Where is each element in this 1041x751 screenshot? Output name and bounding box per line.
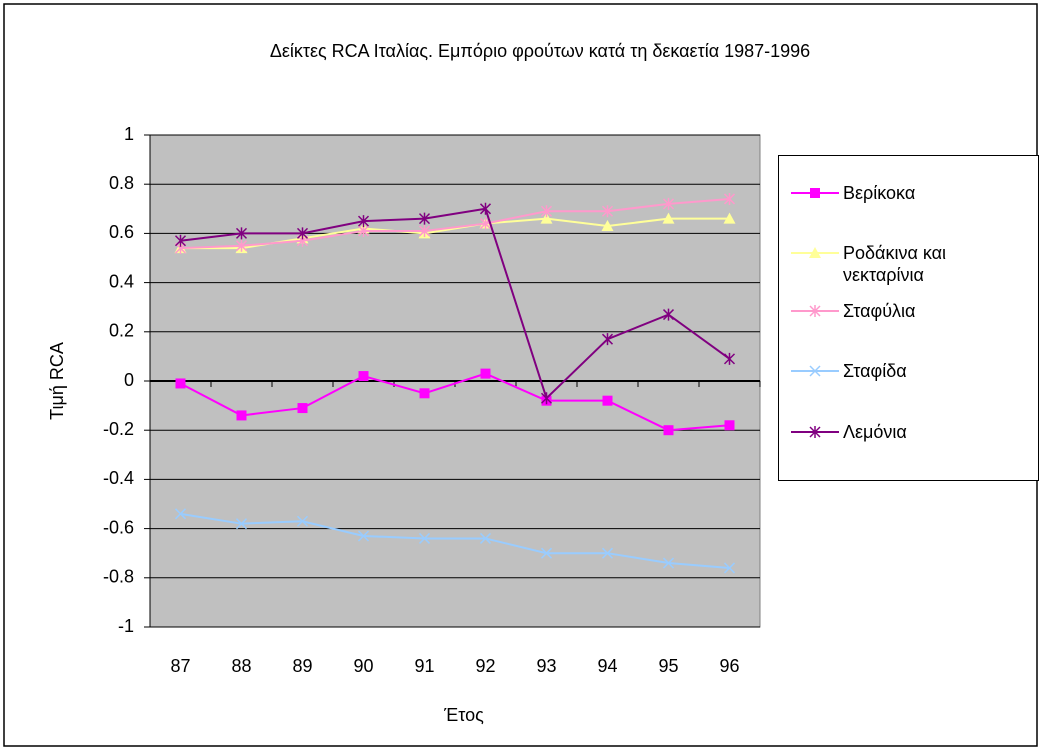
marker bbox=[601, 220, 614, 232]
series-line bbox=[180, 197, 730, 250]
marker bbox=[358, 371, 369, 382]
legend: Βερίκοκα Ροδάκινα και νεκταρίνια Σταφύλια Σ… bbox=[778, 155, 1039, 481]
y-tick-label: 0.2 bbox=[109, 321, 134, 341]
marker bbox=[419, 388, 430, 399]
marker bbox=[723, 562, 736, 574]
x-tick-label: 95 bbox=[658, 656, 678, 676]
marker bbox=[601, 333, 614, 346]
marker bbox=[480, 368, 491, 379]
series-line bbox=[180, 512, 730, 569]
marker bbox=[297, 403, 308, 414]
marker bbox=[662, 308, 675, 321]
marker bbox=[296, 227, 309, 240]
x-axis-title: Έτος bbox=[443, 705, 484, 725]
marker bbox=[174, 234, 187, 247]
marker bbox=[235, 518, 248, 530]
marker bbox=[235, 239, 248, 252]
series-line bbox=[180, 372, 730, 432]
x-tick-label: 94 bbox=[597, 656, 617, 676]
legend-label: Ροδάκινα και νεκταρίνια bbox=[843, 243, 947, 285]
y-tick-label: 0.8 bbox=[109, 173, 134, 193]
marker bbox=[479, 532, 492, 544]
y-tick-label: -1 bbox=[118, 616, 134, 636]
y-tick-label: 0.6 bbox=[109, 222, 134, 242]
marker bbox=[723, 212, 736, 224]
marker bbox=[662, 197, 675, 210]
marker bbox=[601, 547, 614, 559]
marker bbox=[602, 395, 613, 406]
legend-swatch bbox=[791, 305, 839, 317]
legend-label: Σταφύλια bbox=[843, 301, 916, 321]
marker bbox=[236, 410, 247, 421]
marker bbox=[540, 547, 553, 559]
marker bbox=[809, 365, 821, 377]
x-tick-label: 87 bbox=[170, 656, 190, 676]
marker bbox=[723, 192, 736, 205]
marker bbox=[540, 205, 553, 218]
marker bbox=[174, 508, 187, 520]
x-tick-label: 93 bbox=[536, 656, 556, 676]
legend-label: Λεμόνια bbox=[843, 422, 907, 442]
series-line bbox=[180, 207, 731, 401]
marker bbox=[540, 212, 553, 224]
x-tick-label: 92 bbox=[475, 656, 495, 676]
x-tick-label: 88 bbox=[231, 656, 251, 676]
x-tick-label: 96 bbox=[719, 656, 739, 676]
marker bbox=[357, 530, 370, 542]
marker bbox=[809, 305, 821, 317]
legend-entry: Λεμόνια bbox=[787, 421, 973, 443]
x-tick-label: 91 bbox=[414, 656, 434, 676]
marker bbox=[418, 212, 431, 225]
marker bbox=[810, 188, 820, 198]
y-tick-label: 1 bbox=[124, 124, 134, 144]
y-tick-label: 0 bbox=[124, 370, 134, 390]
marker bbox=[296, 515, 309, 527]
marker bbox=[418, 532, 431, 544]
marker bbox=[663, 425, 674, 436]
legend-entry: Σταφύλια bbox=[787, 300, 973, 322]
y-tick-label: -0.2 bbox=[103, 419, 134, 439]
x-tick-label: 90 bbox=[353, 656, 373, 676]
legend-label: Βερίκοκα bbox=[843, 183, 916, 203]
legend-entry: Σταφίδα bbox=[787, 360, 973, 382]
marker bbox=[479, 202, 492, 215]
y-tick-label: -0.6 bbox=[103, 517, 134, 537]
legend-entry: Βερίκοκα bbox=[787, 182, 973, 204]
y-axis-title: Τιμή RCA bbox=[47, 342, 67, 420]
marker bbox=[357, 215, 370, 228]
marker bbox=[540, 392, 553, 405]
marker bbox=[662, 212, 675, 224]
legend-swatch bbox=[791, 188, 839, 198]
legend-label: Σταφίδα bbox=[843, 361, 907, 381]
x-tick-label: 89 bbox=[292, 656, 312, 676]
marker bbox=[662, 557, 675, 569]
legend-swatch bbox=[791, 365, 839, 377]
legend-swatch bbox=[791, 426, 839, 438]
marker bbox=[809, 247, 821, 258]
y-tick-label: -0.4 bbox=[103, 468, 134, 488]
legend-swatch bbox=[791, 247, 839, 258]
marker bbox=[601, 205, 614, 218]
marker bbox=[418, 224, 431, 237]
y-tick-label: -0.8 bbox=[103, 567, 134, 587]
marker bbox=[175, 378, 186, 389]
y-tick-label: 0.4 bbox=[109, 271, 134, 291]
marker bbox=[809, 426, 821, 438]
marker bbox=[723, 352, 736, 365]
marker bbox=[235, 227, 248, 240]
chart-title: Δείκτες RCA Ιταλίας. Εμπόριο φρούτων κατ… bbox=[270, 41, 810, 61]
legend-entry: Ροδάκινα και νεκταρίνια bbox=[787, 242, 973, 286]
marker bbox=[724, 420, 735, 431]
